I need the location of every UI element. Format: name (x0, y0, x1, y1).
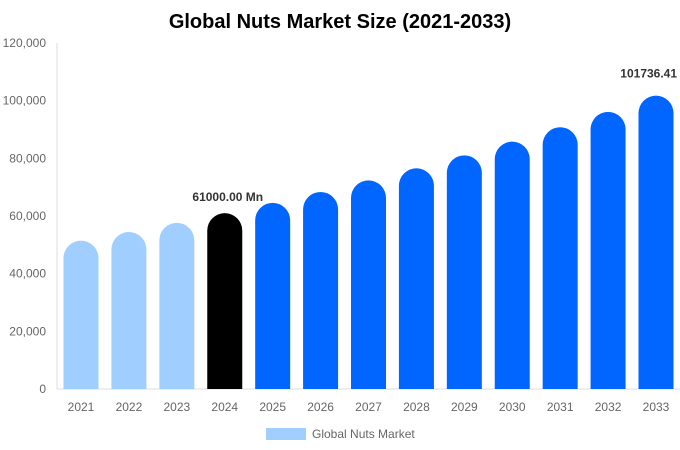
x-tick-label: 2029 (451, 400, 478, 414)
bar-2024[interactable] (207, 213, 243, 389)
bar-2021[interactable] (63, 240, 99, 389)
x-axis: 2021 2022 2023 2024 2025 2026 2027 2028 2029 2030… (57, 388, 680, 414)
bar-2027[interactable] (351, 180, 386, 389)
x-tick-label: 2030 (499, 400, 526, 414)
y-tick-label: 40,000 (9, 267, 46, 281)
x-tick-label: 2027 (355, 400, 382, 414)
data-labels: 61000.00 Mn 101736.41 Mn (192, 67, 680, 204)
x-tick-label: 2026 (307, 400, 334, 414)
x-tick-label: 2023 (163, 400, 190, 414)
x-tick-label: 2021 (68, 400, 95, 414)
legend[interactable]: Global Nuts Market (266, 427, 415, 441)
bar-2026[interactable] (303, 191, 339, 389)
y-axis: 0 20,000 40,000 60,000 80,000 100,000 120,000 (3, 36, 58, 396)
bar-2028[interactable] (398, 168, 434, 389)
y-tick-label: 100,000 (3, 94, 47, 108)
x-tick-label: 2028 (403, 400, 430, 414)
y-tick-label: 20,000 (9, 324, 46, 338)
y-tick-label: 60,000 (9, 209, 46, 223)
x-tick-label: 2024 (211, 400, 238, 414)
bars (63, 95, 674, 389)
chart-title: Global Nuts Market Size (2021-2033) (169, 11, 511, 33)
bar-2023[interactable] (159, 222, 195, 389)
data-label: 101736.41 Mn (620, 67, 680, 81)
x-tick-label: 2033 (643, 400, 670, 414)
bar-2031[interactable] (542, 127, 578, 389)
x-tick-label: 2031 (547, 400, 574, 414)
x-tick-label: 2022 (116, 400, 143, 414)
x-tick-label: 2025 (259, 400, 286, 414)
bar-2025[interactable] (255, 202, 291, 389)
y-tick-label: 120,000 (3, 36, 47, 50)
y-tick-label: 80,000 (9, 151, 46, 165)
x-tick-label: 2032 (595, 400, 622, 414)
data-label: 61000.00 Mn (192, 190, 263, 204)
bar-2032[interactable] (590, 111, 626, 389)
bar-2030[interactable] (494, 141, 530, 389)
legend-swatch (266, 428, 306, 440)
legend-label: Global Nuts Market (312, 427, 415, 441)
bar-2033[interactable] (638, 95, 674, 389)
bar-2022[interactable] (111, 232, 147, 389)
bar-2029[interactable] (446, 155, 482, 389)
y-tick-label: 0 (39, 382, 46, 396)
